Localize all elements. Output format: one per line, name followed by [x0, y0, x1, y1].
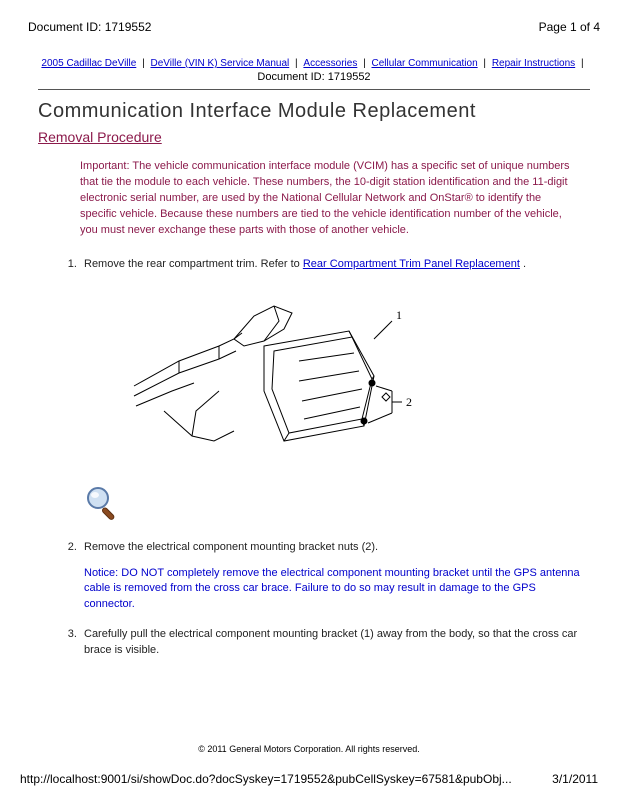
breadcrumb: 2005 Cadillac DeVille | DeVille (VIN K) …	[38, 58, 590, 69]
important-label: Important:	[80, 160, 130, 172]
doc-id-top: Document ID: 1719552	[28, 20, 151, 34]
copyright: © 2011 General Motors Corporation. All r…	[0, 744, 618, 754]
crumb-cellular[interactable]: Cellular Communication	[371, 58, 477, 69]
step-2: Remove the electrical component mounting…	[80, 540, 590, 614]
footer: http://localhost:9001/si/showDoc.do?docS…	[20, 772, 598, 786]
notice-text: DO NOT completely remove the electrical …	[84, 567, 580, 611]
callout-1: 1	[396, 308, 402, 322]
doc-id-center: Document ID: 1719552	[38, 71, 590, 83]
step-1-post: .	[520, 258, 526, 270]
section-heading: Removal Procedure	[38, 129, 590, 145]
crumb-vehicle[interactable]: 2005 Cadillac DeVille	[41, 58, 136, 69]
step-1-pre: Remove the rear compartment trim. Refer …	[84, 258, 303, 270]
crumb-sep: |	[139, 58, 150, 69]
notice-label: Notice:	[84, 567, 118, 579]
crumb-accessories[interactable]: Accessories	[303, 58, 357, 69]
step-1: Remove the rear compartment trim. Refer …	[80, 257, 590, 526]
step-3-text: Carefully pull the electrical component …	[84, 628, 577, 656]
divider	[38, 89, 590, 90]
step-2-text: Remove the electrical component mounting…	[84, 541, 378, 553]
important-text: The vehicle communication interface modu…	[80, 160, 570, 236]
crumb-repair[interactable]: Repair Instructions	[492, 58, 575, 69]
important-note: Important: The vehicle communication int…	[80, 159, 580, 239]
crumb-sep: |	[480, 58, 491, 69]
footer-date: 3/1/2011	[552, 772, 598, 786]
notice-block: Notice: DO NOT completely remove the ele…	[84, 566, 586, 614]
removal-procedure-link[interactable]: Removal Procedure	[38, 129, 162, 145]
crumb-sep: |	[578, 58, 587, 69]
page-number: Page 1 of 4	[539, 20, 600, 34]
crumb-sep: |	[292, 58, 303, 69]
footer-url-text: http://localhost:9001/si/showDoc.do?docS…	[20, 772, 512, 786]
callout-2: 2	[406, 395, 412, 409]
rear-trim-link[interactable]: Rear Compartment Trim Panel Replacement	[303, 258, 520, 270]
step-3: Carefully pull the electrical component …	[80, 627, 590, 659]
page-header: Document ID: 1719552 Page 1 of 4	[28, 20, 600, 34]
magnifier-icon[interactable]	[84, 484, 590, 526]
crumb-manual[interactable]: DeVille (VIN K) Service Manual	[150, 58, 289, 69]
page-title: Communication Interface Module Replaceme…	[38, 100, 590, 123]
bracket-diagram: 1 2	[124, 291, 424, 476]
figure-1: 1 2	[124, 291, 590, 476]
crumb-sep: |	[360, 58, 371, 69]
procedure-steps: Remove the rear compartment trim. Refer …	[80, 257, 590, 660]
